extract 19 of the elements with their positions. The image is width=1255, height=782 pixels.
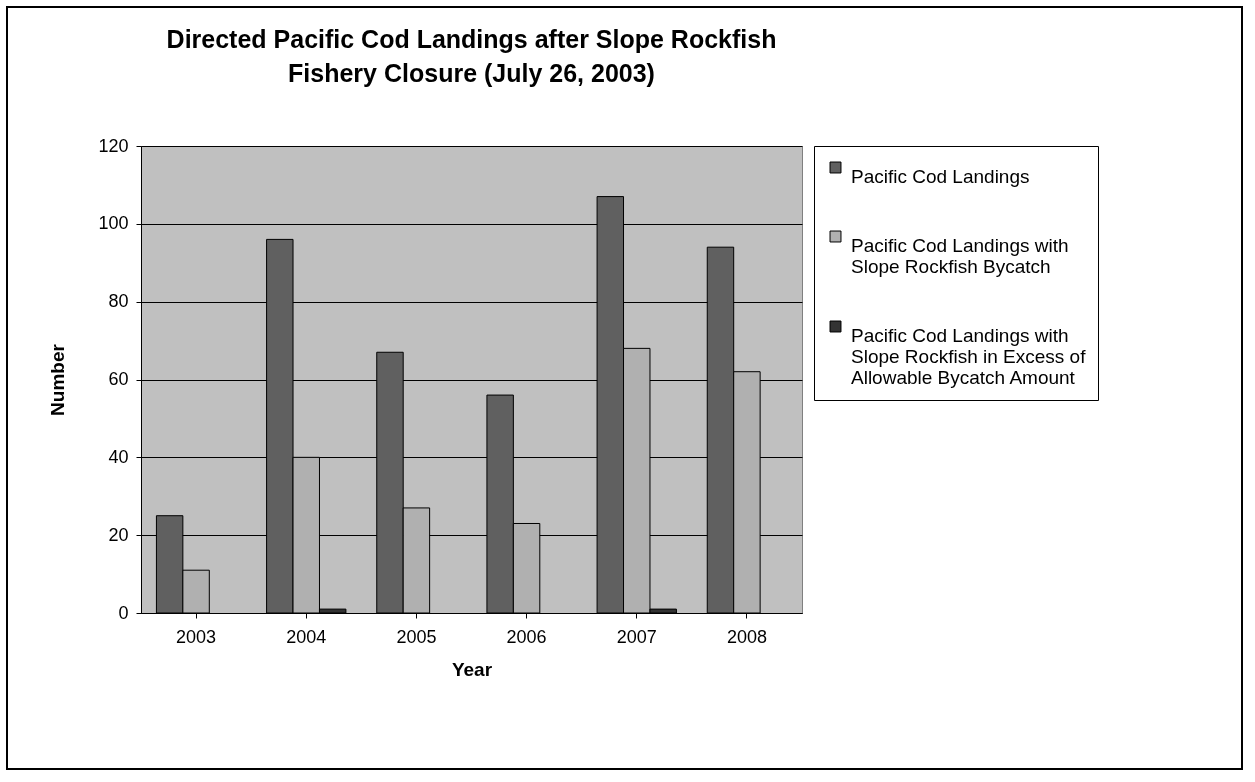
y-tick-label: 60 xyxy=(108,369,129,389)
y-axis-title: Number xyxy=(47,343,69,416)
x-tick-label: 2004 xyxy=(286,626,327,647)
legend-label: Pacific Cod Landings with Slope Rockfish Bycatch xyxy=(851,234,1069,277)
x-tick-label: 2007 xyxy=(616,626,657,647)
y-tick-label: 100 xyxy=(98,213,129,234)
x-tick-label: 2006 xyxy=(506,626,547,647)
x-tick-label: 2003 xyxy=(176,626,217,647)
chart-title: Directed Pacific Cod Landings after Slope Rockfish Fishery Closure (July 26, 2003) xyxy=(166,25,777,87)
y-tick-label: 20 xyxy=(108,524,129,545)
legend-label: Pacific Cod Landings xyxy=(851,165,1030,187)
y-tick-label: 0 xyxy=(118,602,129,623)
x-tick-label: 2005 xyxy=(396,626,437,647)
y-tick-label: 40 xyxy=(108,446,129,467)
legend-label: Pacific Cod Landings with Slope Rockfish in Excess of Allowable Bycatch Amount xyxy=(851,324,1087,388)
x-axis-title: Year xyxy=(451,658,493,680)
y-tick-label: 80 xyxy=(108,291,129,312)
y-tick-label: 120 xyxy=(98,135,129,156)
x-tick-label: 2008 xyxy=(726,626,767,647)
